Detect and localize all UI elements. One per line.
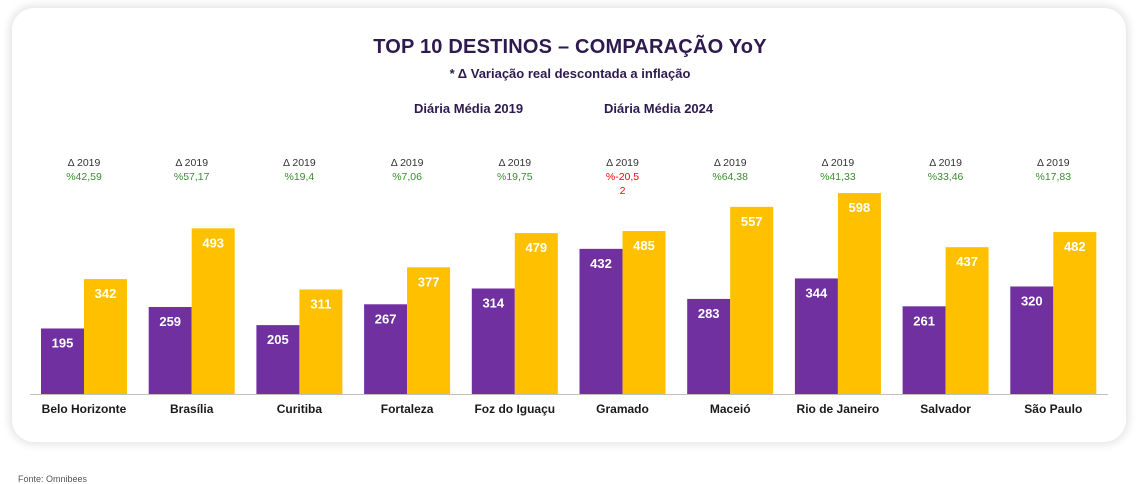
bar-value-label: 283: [698, 306, 720, 321]
bar-2019: [148, 306, 192, 394]
delta-label: Δ 2019: [606, 157, 639, 169]
category-label: Gramado: [596, 402, 649, 416]
delta-label: Δ 2019: [68, 157, 101, 169]
bar-value-label: 557: [741, 214, 763, 229]
bar-value-label: 479: [525, 240, 547, 255]
bar-2024: [945, 247, 989, 394]
bar-2019: [471, 288, 515, 394]
bar-2019: [794, 278, 838, 394]
bar-2024: [191, 228, 235, 394]
bar-value-label: 342: [95, 286, 117, 301]
bar-value-label: 432: [590, 256, 612, 271]
bar-2019: [1010, 286, 1054, 394]
category-label: Foz do Iguaçu: [474, 402, 555, 416]
legend-label-2019: Diária Média 2019: [414, 101, 524, 116]
bar-2019: [41, 328, 84, 394]
bar-value-label: 598: [849, 200, 871, 215]
delta-value: %41,33: [820, 171, 856, 183]
bar-value-label: 205: [267, 332, 289, 347]
bar-value-label: 261: [913, 313, 935, 328]
bar-2019: [902, 306, 946, 394]
category-label: Brasília: [170, 402, 214, 416]
bar-2024: [837, 193, 881, 394]
delta-value: %42,59: [66, 171, 102, 183]
bar-2024: [1053, 232, 1097, 394]
bar-2024: [299, 289, 343, 394]
bar-2019: [364, 304, 408, 394]
bar-value-label: 437: [956, 254, 978, 269]
delta-value: %7,06: [392, 171, 422, 183]
delta-label: Δ 2019: [391, 157, 424, 169]
delta-label: Δ 2019: [175, 157, 208, 169]
delta-value: %-20,5 2: [606, 171, 639, 197]
delta-value: %33,46: [928, 171, 964, 183]
category-label: Maceió: [710, 402, 751, 416]
delta-label: Δ 2019: [1037, 157, 1070, 169]
bar-value-label: 377: [418, 274, 440, 289]
bar-value-label: 259: [159, 314, 181, 329]
delta-label: Δ 2019: [929, 157, 962, 169]
category-label: Salvador: [920, 402, 971, 416]
delta-value: %57,17: [174, 171, 210, 183]
bar-value-label: 320: [1021, 293, 1043, 308]
category-label: Belo Horizonte: [42, 402, 127, 416]
chart-subtitle: * Δ Variação real descontada a inflação: [449, 66, 691, 81]
bar-2019: [687, 298, 731, 394]
bar-2024: [730, 206, 774, 394]
chart-title: TOP 10 DESTINOS – COMPARAÇÃO YoY: [373, 36, 767, 58]
legend-label-2024: Diária Média 2024: [604, 101, 714, 116]
bar-2024: [514, 233, 558, 394]
delta-value: %19,75: [497, 171, 533, 183]
category-label: Curitiba: [277, 402, 323, 416]
bar-2019: [579, 248, 623, 394]
bar-value-label: 314: [482, 295, 504, 310]
bar-value-label: 267: [375, 311, 397, 326]
bar-value-label: 344: [806, 285, 828, 300]
delta-value: %19,4: [285, 171, 315, 183]
bar-value-label: 195: [52, 335, 74, 350]
delta-label: Δ 2019: [283, 157, 316, 169]
bar-2024: [622, 231, 666, 394]
delta-label: Δ 2019: [498, 157, 531, 169]
delta-value: %64,38: [712, 171, 748, 183]
bar-2024: [407, 267, 451, 394]
delta-value: %17,83: [1035, 171, 1071, 183]
bar-value-label: 482: [1064, 239, 1086, 254]
category-label: Fortaleza: [381, 402, 434, 416]
bar-value-label: 311: [310, 297, 331, 312]
bar-2024: [84, 279, 127, 394]
bar-value-label: 493: [202, 235, 224, 250]
category-label: Rio de Janeiro: [797, 402, 880, 416]
bar-value-label: 485: [633, 238, 655, 253]
category-label: São Paulo: [1024, 402, 1082, 416]
delta-label: Δ 2019: [822, 157, 855, 169]
bar-2019: [256, 325, 300, 394]
source-note: Fonte: Omnibees: [18, 474, 88, 484]
delta-label: Δ 2019: [714, 157, 747, 169]
